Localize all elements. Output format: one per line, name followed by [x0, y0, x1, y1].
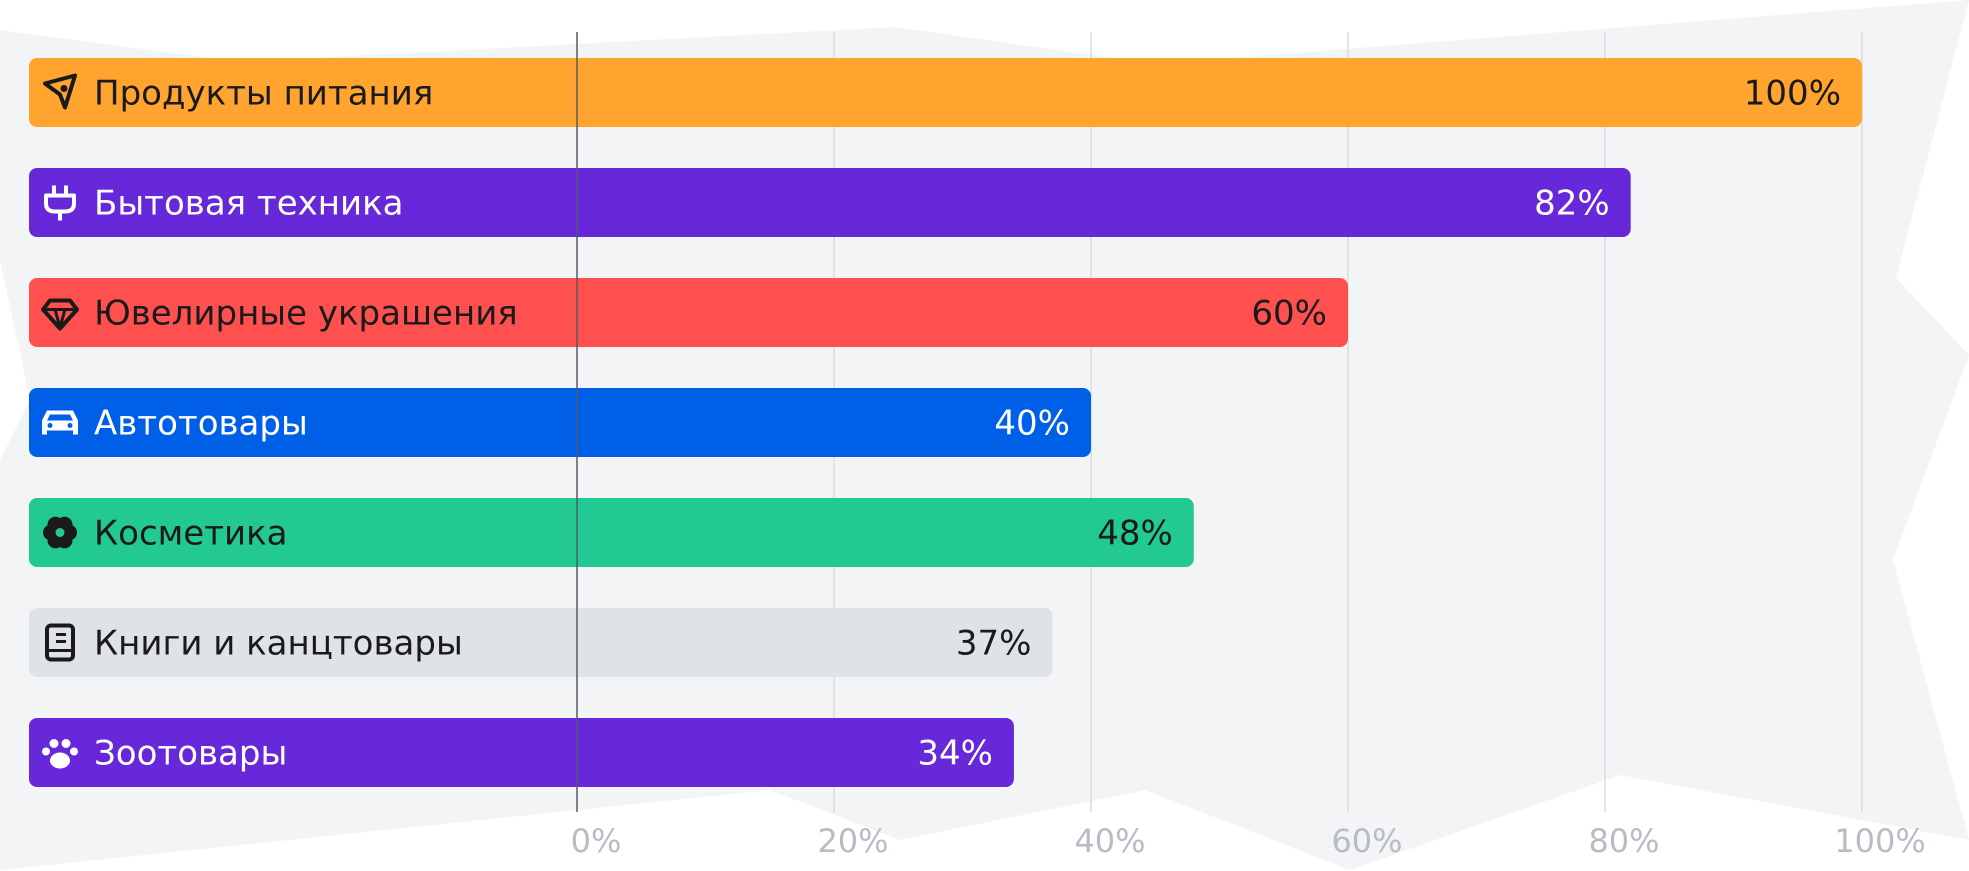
- category-label: Автотовары: [94, 404, 308, 444]
- bar: [29, 498, 1194, 567]
- category-label: Продукты питания: [94, 74, 433, 114]
- bar-row: Продукты питания 100%: [29, 58, 1862, 127]
- flower-icon: [43, 516, 77, 549]
- diamond-icon: [41, 298, 79, 331]
- value-label: 48%: [1097, 514, 1173, 554]
- value-label: 37%: [956, 624, 1032, 664]
- category-label: Книги и канцтовары: [94, 624, 463, 664]
- bar-row: Бытовая техника 82%: [29, 168, 1631, 237]
- category-label: Ювелирные украшения: [94, 294, 518, 334]
- plug-icon: [44, 185, 76, 221]
- x-tick-label: 60%: [1331, 822, 1402, 860]
- bar: [29, 608, 1053, 677]
- bar-row: Книги и канцтовары 37%: [29, 608, 1053, 677]
- category-label: Косметика: [94, 514, 287, 554]
- value-label: 82%: [1534, 184, 1610, 224]
- bar: [29, 388, 1091, 457]
- car-icon: [42, 410, 78, 435]
- bar-row: Автотовары 40%: [29, 388, 1091, 457]
- bar-row: Ювелирные украшения 60%: [29, 278, 1348, 347]
- bar: [29, 718, 1014, 787]
- x-tick-label: 80%: [1588, 822, 1659, 860]
- category-label: Зоотовары: [94, 734, 287, 774]
- x-tick-label: 0%: [571, 822, 622, 860]
- rocket-icon: [43, 73, 77, 110]
- bar: [29, 58, 1862, 127]
- x-tick-label: 100%: [1834, 822, 1925, 860]
- bar: [29, 168, 1631, 237]
- paw-icon: [42, 739, 78, 769]
- value-label: 100%: [1744, 74, 1841, 114]
- book-icon: [45, 623, 75, 662]
- value-label: 60%: [1251, 294, 1327, 334]
- bar-row: Косметика 48%: [29, 498, 1194, 567]
- category-label: Бытовая техника: [94, 184, 403, 224]
- x-tick-label: 40%: [1074, 822, 1145, 860]
- value-label: 40%: [994, 404, 1070, 444]
- bar-row: Зоотовары 34%: [29, 718, 1014, 787]
- value-label: 34%: [917, 734, 993, 774]
- bar: [29, 278, 1348, 347]
- x-tick-label: 20%: [817, 822, 888, 860]
